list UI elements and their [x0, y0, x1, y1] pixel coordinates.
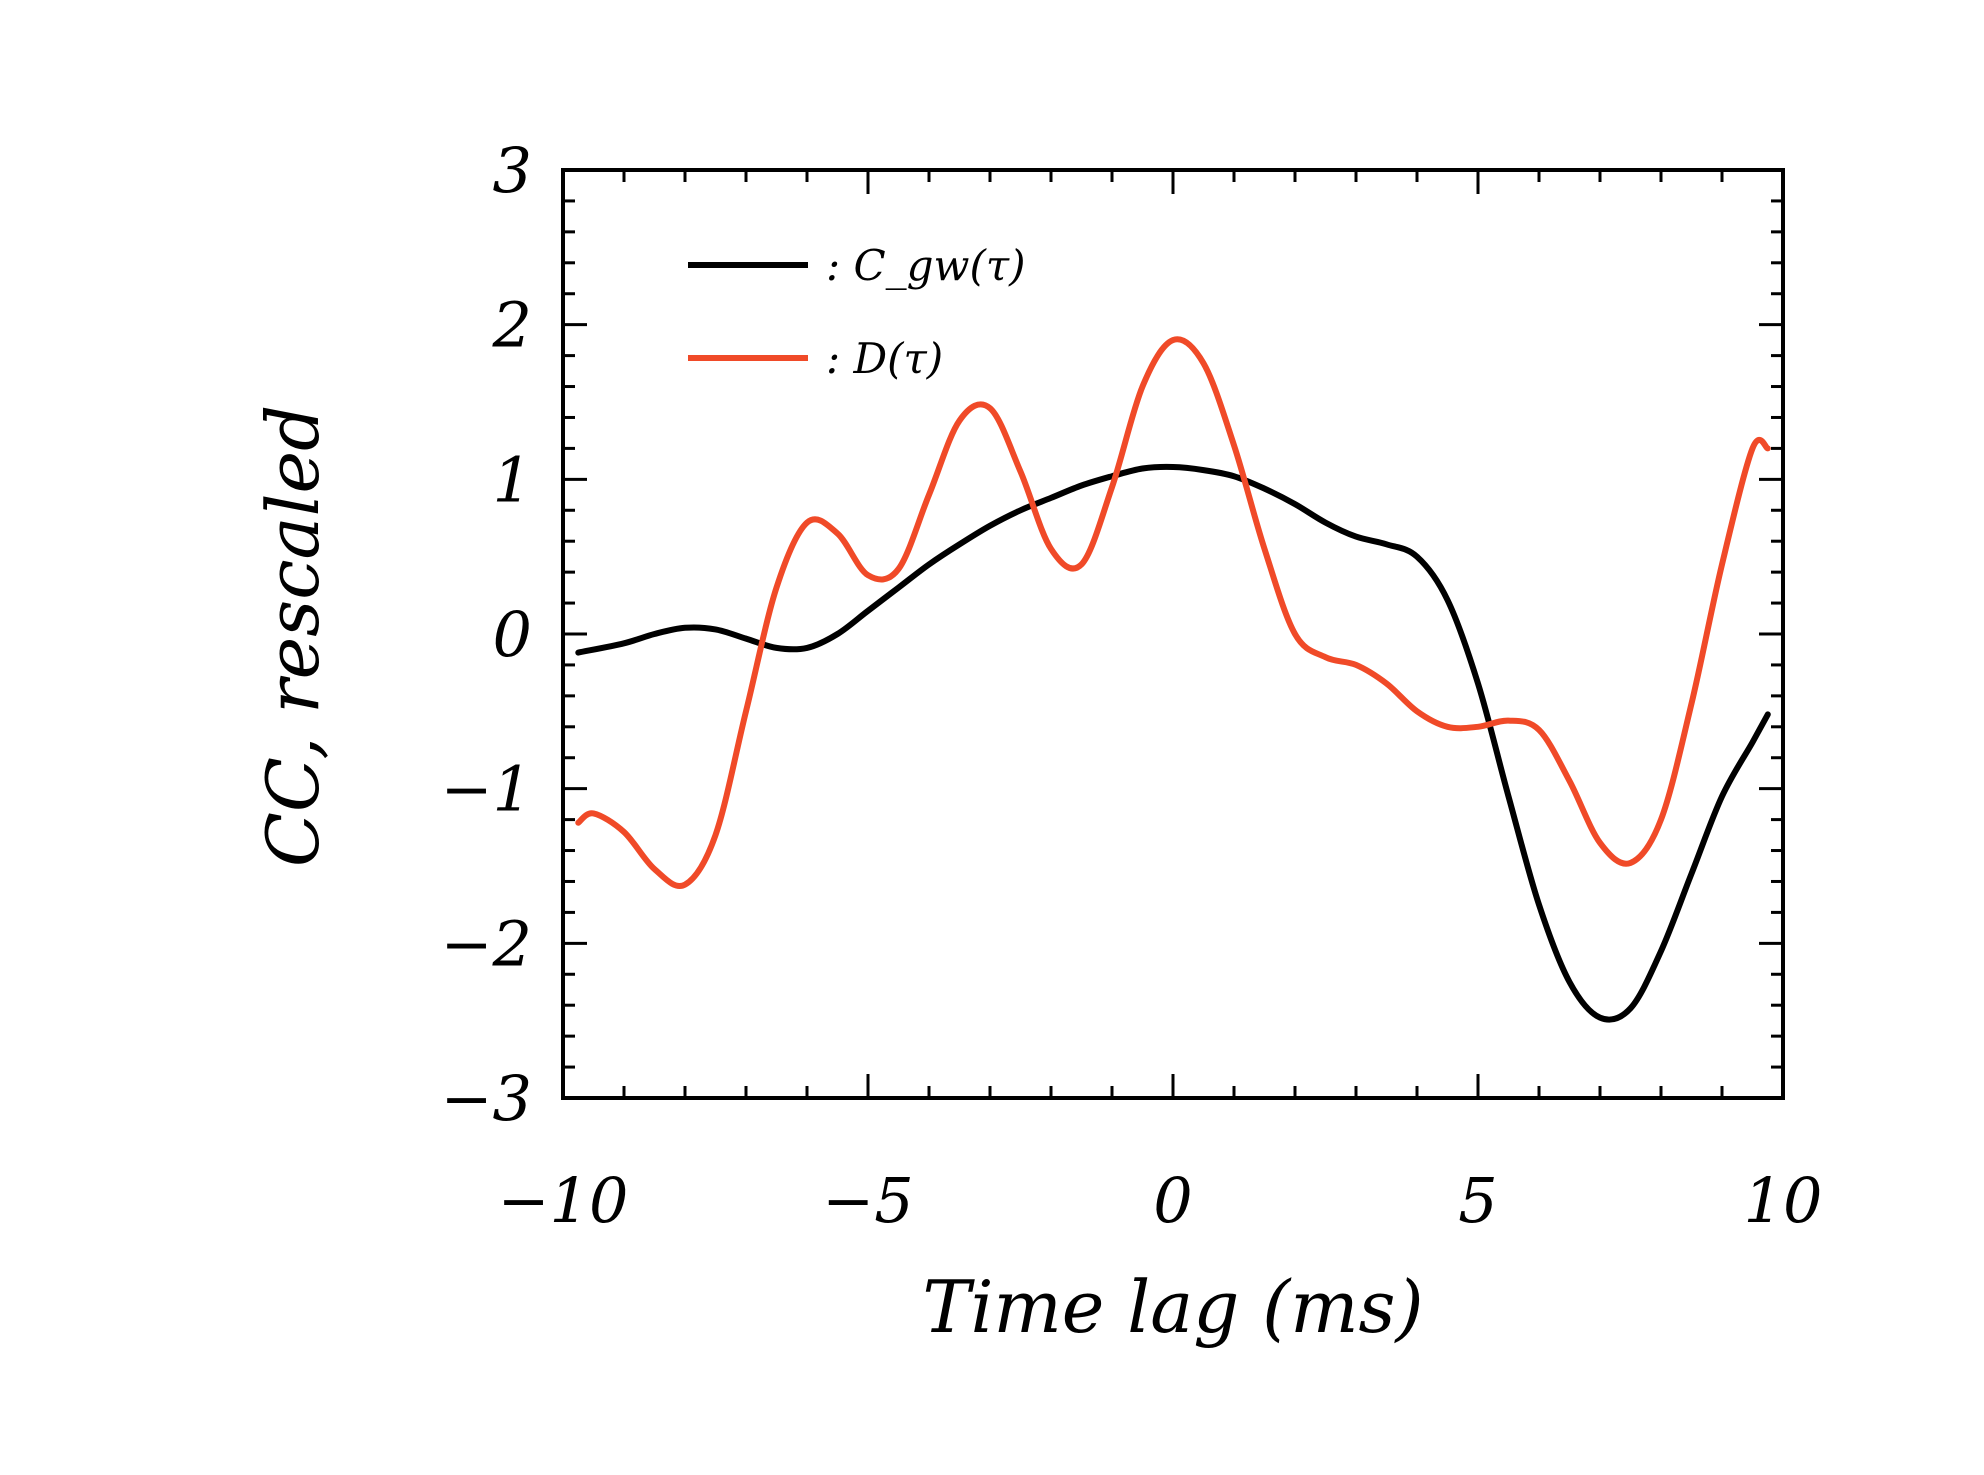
y-tick-label: 2 [492, 289, 532, 362]
x-tick-label: 10 [1744, 1164, 1823, 1237]
y-tick-label: 1 [493, 443, 532, 516]
x-tick-label: 0 [1153, 1164, 1192, 1237]
series-line-c-gw [575, 463, 1771, 1023]
x-tick-label: −10 [498, 1164, 629, 1237]
plot-frame [561, 168, 1785, 1100]
y-tick-label: 3 [493, 134, 532, 207]
y-tick-label: −2 [441, 907, 532, 980]
y-tick-label: −3 [441, 1062, 532, 1135]
x-axis-title: Time lag (ms) [922, 1265, 1423, 1349]
legend-label-c-gw: : C_gw(τ) [826, 241, 1025, 290]
y-axis-title: CC, rescaled [251, 405, 335, 867]
y-tick-label: 0 [493, 598, 532, 671]
x-tick-label: 5 [1458, 1164, 1497, 1237]
y-tick-label: −1 [441, 753, 532, 826]
legend-label-d: : D(τ) [826, 334, 943, 383]
series-line-d [575, 336, 1771, 889]
legend: : C_gw(τ) : D(τ) [688, 241, 1025, 383]
axis-ticks [561, 168, 1785, 1100]
x-tick-label: −5 [822, 1164, 913, 1237]
series-layer [575, 336, 1771, 1023]
